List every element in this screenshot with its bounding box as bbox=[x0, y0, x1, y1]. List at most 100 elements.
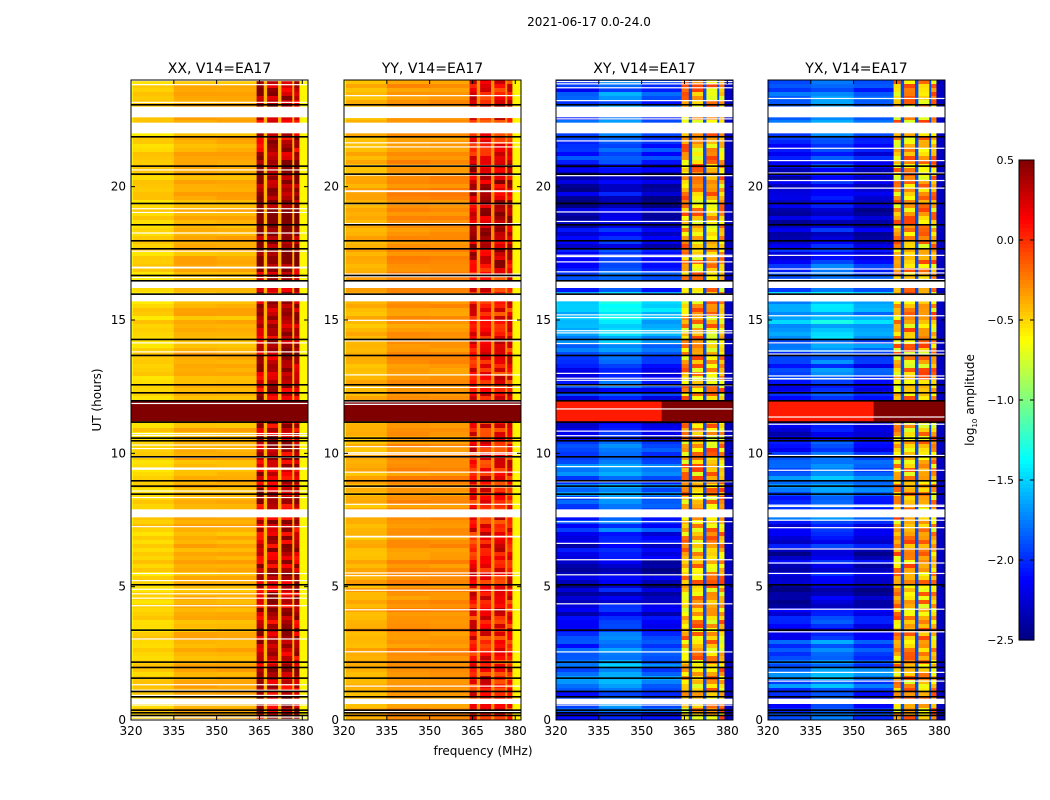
flag-line bbox=[344, 190, 521, 193]
heatmap-cell bbox=[429, 640, 471, 645]
heatmap-cell bbox=[705, 212, 718, 217]
heatmap-cell bbox=[216, 440, 258, 445]
heatmap-cell bbox=[131, 696, 134, 701]
heatmap-cell bbox=[717, 276, 720, 281]
heatmap-cell bbox=[293, 664, 300, 669]
heatmap-cell bbox=[429, 644, 471, 649]
heatmap-cell bbox=[132, 532, 175, 537]
heatmap-cell bbox=[293, 120, 300, 125]
heatmap-cell bbox=[506, 288, 513, 293]
heatmap-cell bbox=[493, 356, 506, 361]
heatmap-cell bbox=[216, 520, 258, 525]
heatmap-cell bbox=[479, 696, 492, 701]
heatmap-cell bbox=[469, 168, 478, 173]
heatmap-cell bbox=[429, 636, 471, 641]
heatmap-cell bbox=[216, 716, 258, 720]
heatmap-cell bbox=[386, 192, 431, 197]
heatmap-cell bbox=[256, 324, 265, 329]
heatmap-cell bbox=[491, 176, 495, 181]
heatmap-cell bbox=[476, 324, 481, 329]
heatmap-cell bbox=[598, 372, 643, 377]
heatmap-cell bbox=[216, 312, 258, 317]
heatmap-cell bbox=[688, 256, 693, 261]
heatmap-cell bbox=[469, 180, 478, 185]
heatmap-cell bbox=[506, 632, 513, 637]
heatmap-cell bbox=[429, 84, 471, 89]
heatmap-cell bbox=[476, 80, 481, 85]
heatmap-cell bbox=[641, 104, 683, 109]
heatmap-cell bbox=[278, 580, 282, 585]
heatmap-cell bbox=[493, 80, 506, 85]
heatmap-cell bbox=[345, 504, 388, 509]
heatmap-cell bbox=[132, 220, 175, 225]
heatmap-cell bbox=[386, 632, 431, 637]
heatmap-cell bbox=[263, 576, 268, 581]
heatmap-cell bbox=[216, 572, 258, 577]
heatmap-cell bbox=[173, 160, 218, 165]
heatmap-cell bbox=[386, 472, 431, 477]
heatmap-cell bbox=[506, 320, 513, 325]
heatmap-cell bbox=[469, 440, 478, 445]
heatmap-cell bbox=[506, 580, 513, 585]
heatmap-cell bbox=[131, 468, 134, 473]
heatmap-cell bbox=[280, 156, 293, 161]
heatmap-cell bbox=[293, 692, 300, 697]
heatmap-cell bbox=[386, 80, 431, 85]
heatmap-cell bbox=[292, 272, 295, 277]
heatmap-cell bbox=[717, 312, 720, 317]
heatmap-cell bbox=[292, 352, 295, 357]
heatmap-cell bbox=[688, 340, 693, 345]
heatmap-cell bbox=[557, 136, 600, 141]
heatmap-cell bbox=[491, 384, 495, 389]
heatmap-cell bbox=[299, 264, 308, 269]
heatmap-cell bbox=[717, 352, 720, 357]
heatmap-cell bbox=[293, 240, 300, 245]
x-tick-label: 335 bbox=[375, 724, 398, 738]
heatmap-cell bbox=[131, 96, 134, 101]
heatmap-cell bbox=[556, 304, 559, 309]
heatmap-cell bbox=[479, 448, 492, 453]
heatmap-cell bbox=[691, 240, 704, 245]
heatmap-cell bbox=[506, 568, 513, 573]
flag-line-black bbox=[344, 248, 521, 250]
heatmap-cell bbox=[263, 520, 268, 525]
heatmap-cell bbox=[469, 356, 478, 361]
heatmap-cell bbox=[429, 104, 471, 109]
heatmap-cell bbox=[512, 460, 521, 465]
heatmap-cell bbox=[469, 136, 478, 141]
heatmap-cell bbox=[598, 80, 643, 85]
heatmap-cell bbox=[691, 264, 704, 269]
flag-line-black bbox=[131, 392, 308, 394]
heatmap-cell bbox=[266, 572, 279, 577]
heatmap-cell bbox=[280, 644, 293, 649]
heatmap-cell bbox=[512, 472, 521, 477]
heatmap-cell bbox=[512, 196, 521, 201]
heatmap-cell bbox=[476, 692, 481, 697]
heatmap-cell bbox=[598, 96, 643, 101]
heatmap-cell bbox=[476, 156, 481, 161]
heatmap-cell bbox=[280, 252, 293, 257]
heatmap-cell bbox=[173, 500, 218, 505]
heatmap-cell bbox=[293, 712, 300, 717]
heatmap-cell bbox=[263, 300, 268, 305]
heatmap-cell bbox=[691, 156, 704, 161]
heatmap-cell bbox=[345, 336, 388, 341]
heatmap-cell bbox=[278, 440, 282, 445]
heatmap-cell bbox=[345, 212, 388, 217]
heatmap-cell bbox=[681, 320, 690, 325]
heatmap-cell bbox=[345, 600, 388, 605]
heatmap-cell bbox=[278, 504, 282, 509]
heatmap-cell bbox=[173, 516, 218, 521]
heatmap-cell bbox=[131, 672, 134, 677]
heatmap-cell bbox=[491, 188, 495, 193]
heatmap-cell bbox=[691, 140, 704, 145]
heatmap-cell bbox=[717, 176, 720, 181]
flag-line-black bbox=[344, 677, 521, 679]
heatmap-cell bbox=[429, 596, 471, 601]
heatmap-cell bbox=[292, 336, 295, 341]
heatmap-cell bbox=[505, 364, 508, 369]
heatmap-cell bbox=[724, 288, 733, 293]
heatmap-cell bbox=[557, 196, 600, 201]
heatmap-cell bbox=[505, 448, 508, 453]
heatmap-cell bbox=[512, 268, 521, 273]
